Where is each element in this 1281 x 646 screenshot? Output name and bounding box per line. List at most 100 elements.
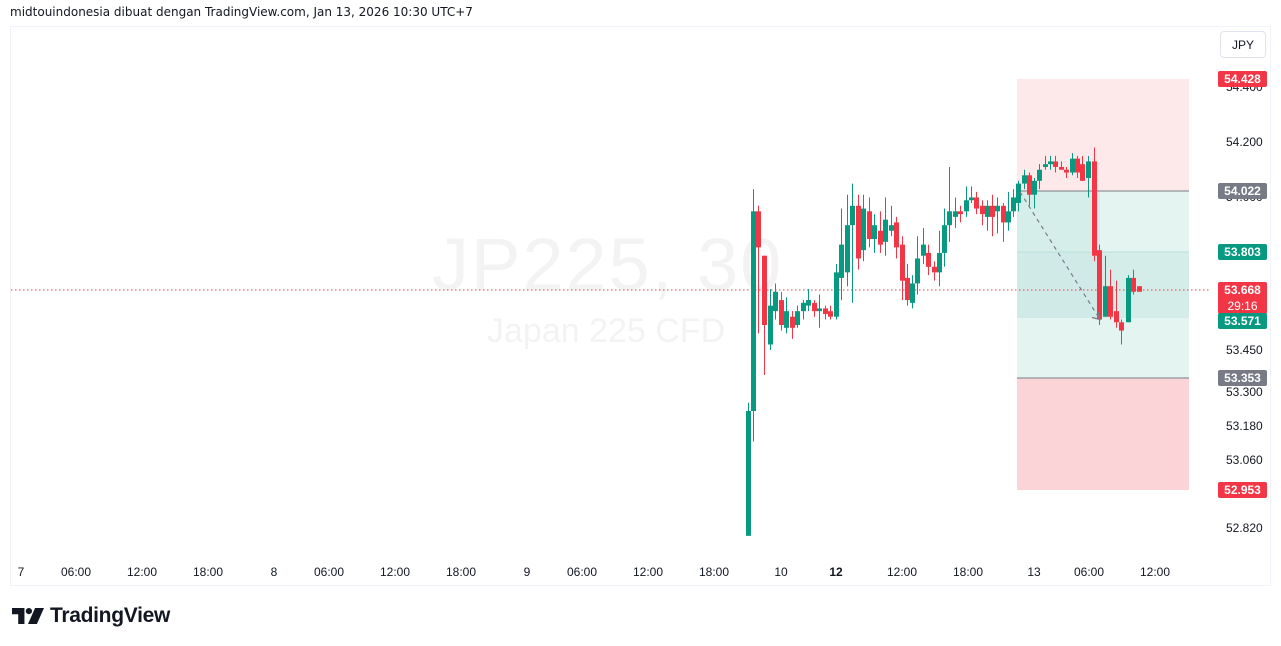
bearish-candle xyxy=(779,300,784,326)
bearish-candle xyxy=(974,197,979,209)
bullish-candle xyxy=(872,225,877,240)
time-axis-label: 12:00 xyxy=(126,565,158,579)
bullish-candle xyxy=(964,200,969,212)
upper-target-zone xyxy=(1017,79,1189,191)
time-axis-label: 7 xyxy=(17,565,25,579)
bearish-candle xyxy=(1059,166,1064,170)
time-axis-label: 06:00 xyxy=(1073,565,1105,579)
bullish-candle xyxy=(1006,211,1011,223)
chart-caption: midtouindonesia dibuat dengan TradingVie… xyxy=(10,5,473,19)
price-axis-label: 53.450 xyxy=(1226,343,1263,357)
time-axis-label: 12:00 xyxy=(632,565,664,579)
time-axis-label: 12 xyxy=(829,565,843,579)
bullish-candle xyxy=(834,272,839,317)
bullish-candle xyxy=(806,300,811,306)
bearish-candle xyxy=(790,316,795,328)
bearish-candle xyxy=(926,252,931,267)
price-axis-label: 53.180 xyxy=(1226,419,1263,433)
bullish-candle xyxy=(1070,158,1075,173)
low-level-price-tag: 53.571 xyxy=(1218,313,1267,329)
bearish-candle xyxy=(878,230,883,245)
bullish-candle xyxy=(1048,161,1053,165)
bullish-candle xyxy=(1126,277,1131,323)
bullish-candle xyxy=(889,225,894,231)
time-axis-label: 18:00 xyxy=(445,565,477,579)
bullish-candle xyxy=(985,205,990,217)
time-axis-label: 12:00 xyxy=(886,565,918,579)
price-axis-label: 54.200 xyxy=(1226,135,1263,149)
bullish-candle xyxy=(1022,175,1027,184)
bearish-candle xyxy=(856,205,861,259)
bullish-candle xyxy=(953,211,958,217)
bearish-candle xyxy=(1080,164,1085,181)
bearish-candle xyxy=(905,277,910,301)
bearish-candle xyxy=(1075,158,1080,173)
bearish-candle xyxy=(1064,169,1069,173)
time-axis-label: 18:00 xyxy=(192,565,224,579)
bullish-candle xyxy=(883,219,888,242)
bullish-candle xyxy=(801,302,806,312)
time-axis-label: 8 xyxy=(270,565,278,579)
bullish-candle xyxy=(947,211,952,226)
time-axis-label: 12:00 xyxy=(1139,565,1171,579)
bearish-candle xyxy=(1119,322,1124,331)
time-axis-label: 12:00 xyxy=(379,565,411,579)
bearish-candle xyxy=(1053,161,1058,167)
time-axis-label: 06:00 xyxy=(566,565,598,579)
bar-countdown: 29:16 xyxy=(1227,299,1258,313)
bearish-candle xyxy=(1114,311,1119,323)
time-axis-label: 06:00 xyxy=(60,565,92,579)
price-axis-label: 53.060 xyxy=(1226,453,1263,467)
bearish-candle xyxy=(828,311,833,317)
entry2-price-tag: 53.353 xyxy=(1218,370,1267,386)
time-axis-label: 18:00 xyxy=(698,565,730,579)
bearish-candle xyxy=(823,308,828,314)
currency-button[interactable]: JPY xyxy=(1220,31,1266,58)
bullish-candle xyxy=(850,205,855,226)
symbol-watermark: JP225, 30 xyxy=(432,223,784,306)
bearish-candle xyxy=(762,255,767,326)
bearish-candle xyxy=(1137,286,1142,292)
entry-price-tag: 54.022 xyxy=(1218,183,1267,199)
bullish-candle xyxy=(1037,169,1042,181)
bearish-candle xyxy=(1027,175,1032,195)
projection-arrow xyxy=(1019,191,1101,320)
tradingview-logo[interactable]: TradingView xyxy=(12,604,170,628)
stop-price-tag: 52.953 xyxy=(1218,482,1267,498)
description-watermark: Japan 225 CFD xyxy=(487,312,726,350)
time-axis-label: 13 xyxy=(1027,565,1041,579)
last-price-value: 53.668 xyxy=(1224,283,1261,297)
bearish-candle xyxy=(980,205,985,215)
bullish-candle xyxy=(921,244,926,256)
bullish-candle xyxy=(861,208,866,251)
chart-frame xyxy=(10,26,1271,586)
bearish-candle xyxy=(812,302,817,312)
bullish-candle xyxy=(845,225,850,273)
bullish-candle xyxy=(839,244,844,278)
bullish-candle xyxy=(937,252,942,273)
stop-loss-zone xyxy=(1017,378,1189,490)
bullish-candle xyxy=(746,411,751,536)
target-price-tag: 54.428 xyxy=(1218,71,1267,87)
level-price-tag: 53.803 xyxy=(1218,244,1267,260)
time-axis-label: 9 xyxy=(523,565,531,579)
bearish-candle xyxy=(932,266,937,273)
bearish-candle xyxy=(1097,250,1102,320)
time-axis-label: 18:00 xyxy=(952,565,984,579)
bullish-candle xyxy=(795,311,800,326)
bearish-candle xyxy=(756,211,761,248)
arrow-head-icon xyxy=(1091,311,1101,321)
bearish-candle xyxy=(900,244,905,281)
bearish-candle xyxy=(1092,161,1097,256)
time-axis-label: 06:00 xyxy=(313,565,345,579)
bullish-candle xyxy=(1032,180,1037,195)
bullish-candle xyxy=(768,305,773,345)
bullish-candle xyxy=(1011,197,1016,212)
bullish-candle xyxy=(1016,183,1021,204)
bullish-candle xyxy=(1103,286,1108,317)
bearish-candle xyxy=(990,205,995,217)
tradingview-logo-icon xyxy=(12,608,44,624)
bullish-candle xyxy=(817,308,822,312)
price-axis-label: 53.300 xyxy=(1226,385,1263,399)
